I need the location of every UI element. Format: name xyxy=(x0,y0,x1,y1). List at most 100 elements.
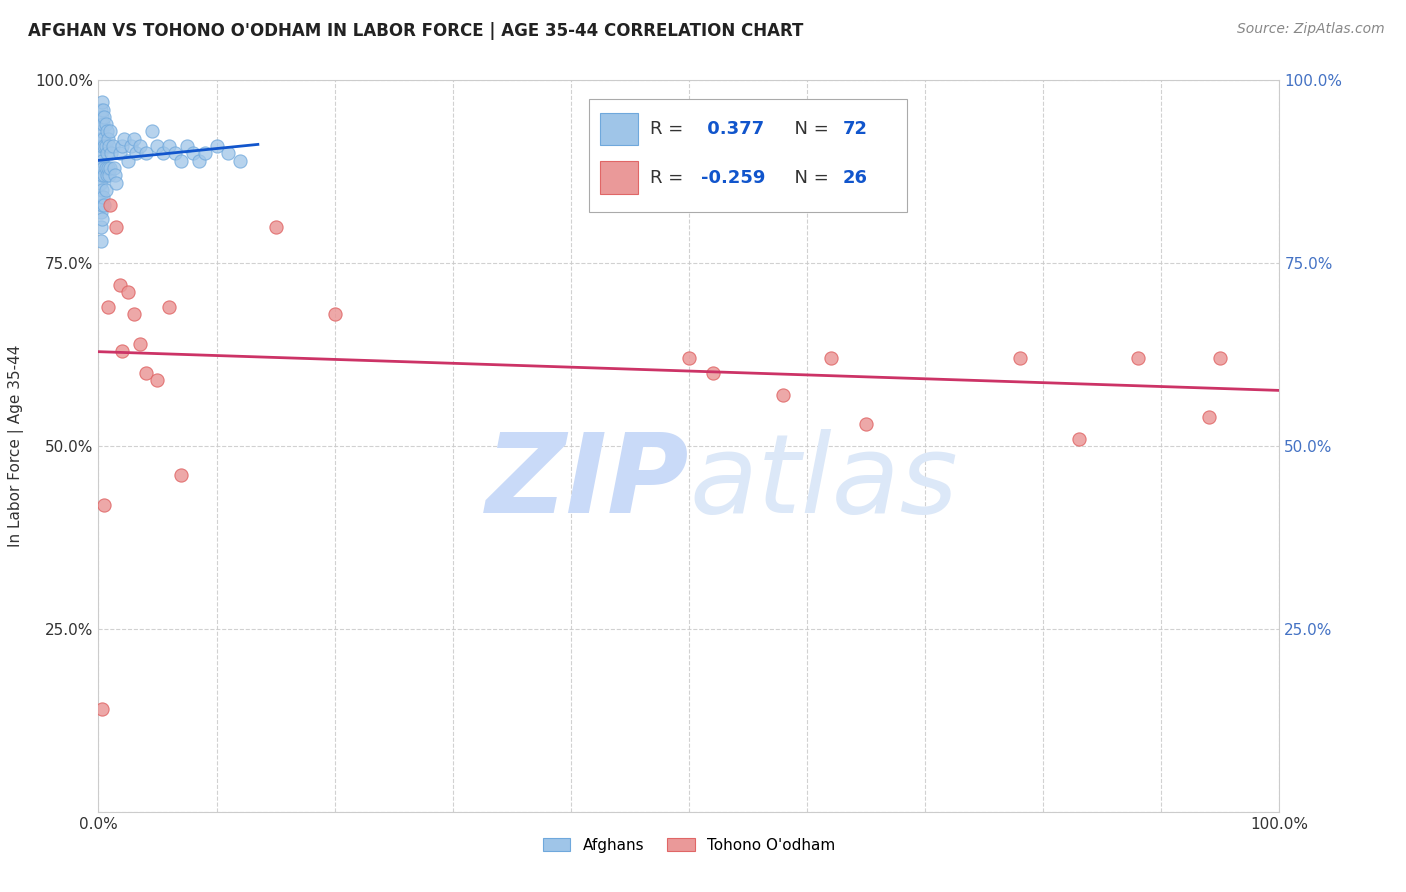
Point xyxy=(91,183,114,197)
Point xyxy=(146,139,169,153)
Point xyxy=(98,197,121,211)
Legend: Afghans, Tohono O'odham: Afghans, Tohono O'odham xyxy=(537,831,841,859)
Text: 0.377: 0.377 xyxy=(700,120,763,138)
Point xyxy=(90,146,112,161)
Point xyxy=(98,169,121,183)
Point xyxy=(96,169,118,183)
Point xyxy=(90,176,112,190)
Y-axis label: In Labor Force | Age 35-44: In Labor Force | Age 35-44 xyxy=(8,345,24,547)
Text: AFGHAN VS TOHONO O'ODHAM IN LABOR FORCE | AGE 35-44 CORRELATION CHART: AFGHAN VS TOHONO O'ODHAM IN LABOR FORCE … xyxy=(28,22,803,40)
Point xyxy=(91,103,114,117)
Point xyxy=(229,153,252,168)
Point xyxy=(117,153,139,168)
Point xyxy=(91,197,114,211)
Point xyxy=(97,132,120,146)
Point xyxy=(91,132,114,146)
Text: Source: ZipAtlas.com: Source: ZipAtlas.com xyxy=(1237,22,1385,37)
Point xyxy=(90,190,112,204)
Point xyxy=(152,146,174,161)
Point xyxy=(94,161,117,175)
Point xyxy=(108,146,131,161)
FancyBboxPatch shape xyxy=(589,99,907,212)
Text: R =: R = xyxy=(650,120,689,138)
Point xyxy=(157,300,180,314)
Point xyxy=(93,169,115,183)
Point xyxy=(323,307,346,321)
Point xyxy=(820,351,842,366)
Point xyxy=(89,146,111,161)
Point xyxy=(94,117,117,131)
Text: -0.259: -0.259 xyxy=(700,169,765,186)
Point xyxy=(135,146,157,161)
Point xyxy=(91,169,114,183)
Point xyxy=(93,139,115,153)
FancyBboxPatch shape xyxy=(600,113,638,145)
Point xyxy=(91,212,114,227)
Point xyxy=(1198,409,1220,424)
Point xyxy=(96,124,118,138)
Point xyxy=(89,161,111,175)
Point xyxy=(93,498,115,512)
Point xyxy=(93,110,115,124)
Point xyxy=(91,161,114,175)
Point xyxy=(89,132,111,146)
Text: R =: R = xyxy=(650,169,689,186)
Point xyxy=(170,153,193,168)
Point xyxy=(91,139,114,153)
Text: N =: N = xyxy=(783,169,835,186)
Text: 72: 72 xyxy=(842,120,868,138)
Text: 26: 26 xyxy=(842,169,868,186)
Point xyxy=(105,219,128,234)
Point xyxy=(98,161,121,175)
Point xyxy=(105,176,128,190)
Point xyxy=(1067,432,1090,446)
Point xyxy=(181,146,204,161)
Point xyxy=(94,139,117,153)
Point xyxy=(91,117,114,131)
Point xyxy=(103,161,125,175)
Point xyxy=(1209,351,1232,366)
Point xyxy=(121,139,143,153)
Point xyxy=(1126,351,1149,366)
Point xyxy=(141,124,163,138)
Point xyxy=(702,366,724,380)
Point xyxy=(165,146,187,161)
Point xyxy=(98,124,121,138)
Point xyxy=(187,153,209,168)
Point xyxy=(97,300,120,314)
Point xyxy=(90,205,112,219)
Point xyxy=(97,161,120,175)
Point xyxy=(90,117,112,131)
Point xyxy=(146,373,169,387)
Text: atlas: atlas xyxy=(689,429,957,536)
Point xyxy=(90,234,112,248)
Point xyxy=(104,169,127,183)
Point xyxy=(101,139,124,153)
Point xyxy=(678,351,700,366)
Point xyxy=(855,417,877,431)
Point xyxy=(772,388,794,402)
Text: ZIP: ZIP xyxy=(485,429,689,536)
Point xyxy=(111,139,134,153)
Point xyxy=(98,139,121,153)
Point xyxy=(91,95,114,110)
Point xyxy=(112,132,135,146)
Point xyxy=(1008,351,1031,366)
Point xyxy=(108,278,131,293)
Point xyxy=(100,146,122,161)
Point xyxy=(90,219,112,234)
Point xyxy=(117,285,139,300)
Point xyxy=(111,343,134,358)
Point xyxy=(122,132,145,146)
Point xyxy=(157,139,180,153)
Point xyxy=(125,146,148,161)
Point xyxy=(91,702,114,716)
Point xyxy=(89,176,111,190)
Point xyxy=(91,153,114,168)
FancyBboxPatch shape xyxy=(600,161,638,194)
Point xyxy=(217,146,239,161)
Point xyxy=(90,161,112,175)
Point xyxy=(170,468,193,483)
Point xyxy=(96,146,118,161)
Point xyxy=(194,146,217,161)
